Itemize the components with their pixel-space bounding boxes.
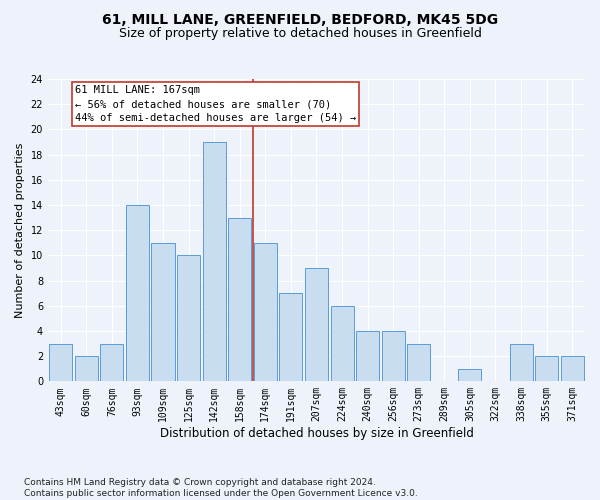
Text: Contains HM Land Registry data © Crown copyright and database right 2024.
Contai: Contains HM Land Registry data © Crown c…: [24, 478, 418, 498]
Bar: [280, 293, 302, 382]
Bar: [151, 243, 175, 382]
Bar: [126, 205, 149, 382]
Bar: [356, 331, 379, 382]
Bar: [561, 356, 584, 382]
Bar: [458, 368, 481, 382]
Bar: [177, 256, 200, 382]
Text: 61 MILL LANE: 167sqm
← 56% of detached houses are smaller (70)
44% of semi-detac: 61 MILL LANE: 167sqm ← 56% of detached h…: [75, 86, 356, 124]
Bar: [254, 243, 277, 382]
Bar: [49, 344, 72, 382]
Bar: [228, 218, 251, 382]
Y-axis label: Number of detached properties: Number of detached properties: [15, 142, 25, 318]
Bar: [535, 356, 558, 382]
Bar: [305, 268, 328, 382]
Bar: [407, 344, 430, 382]
Bar: [203, 142, 226, 382]
Bar: [509, 344, 533, 382]
Text: Size of property relative to detached houses in Greenfield: Size of property relative to detached ho…: [119, 28, 481, 40]
Bar: [100, 344, 124, 382]
Bar: [331, 306, 353, 382]
Bar: [75, 356, 98, 382]
X-axis label: Distribution of detached houses by size in Greenfield: Distribution of detached houses by size …: [160, 427, 473, 440]
Text: 61, MILL LANE, GREENFIELD, BEDFORD, MK45 5DG: 61, MILL LANE, GREENFIELD, BEDFORD, MK45…: [102, 12, 498, 26]
Bar: [382, 331, 404, 382]
